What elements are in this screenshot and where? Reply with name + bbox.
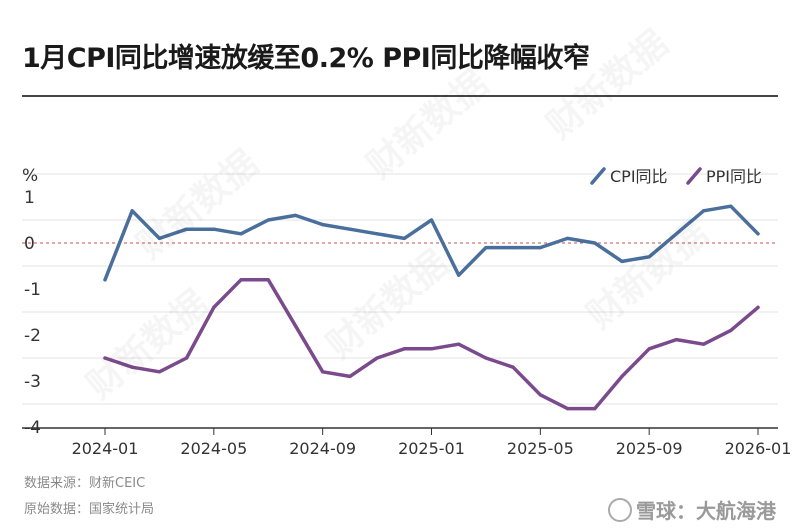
- watermark-text: 雪球：大航海港: [636, 499, 776, 523]
- data-point-ppi: [457, 342, 461, 346]
- data-point-cpi: [239, 232, 243, 236]
- data-point-ppi: [266, 278, 270, 282]
- data-point-cpi: [756, 232, 760, 236]
- legend-ppi-label: PPI同比: [706, 167, 762, 186]
- data-point-ppi: [484, 356, 488, 360]
- data-point-ppi: [701, 342, 706, 346]
- background-watermark: 财新数据: [359, 63, 496, 187]
- x-tick-label: 2024-05: [180, 439, 247, 458]
- data-point-ppi: [212, 305, 216, 309]
- background-watermark: 财新数据: [539, 23, 676, 147]
- data-point-ppi: [185, 356, 189, 360]
- data-source-label: 数据来源：财新CEIC: [24, 476, 146, 491]
- snowball-icon: [608, 498, 632, 522]
- data-point-ppi: [620, 374, 624, 378]
- data-point-ppi: [239, 278, 243, 282]
- data-point-cpi: [457, 273, 461, 277]
- data-point-ppi: [293, 324, 298, 328]
- data-point-cpi: [565, 236, 570, 240]
- y-axis-unit-label: %: [22, 166, 38, 186]
- data-point-cpi: [185, 227, 189, 231]
- x-tick-label: 2024-09: [289, 439, 356, 458]
- data-point-cpi: [402, 236, 406, 240]
- data-point-cpi: [212, 227, 216, 231]
- data-point-ppi: [674, 338, 678, 342]
- data-point-cpi: [701, 209, 706, 213]
- data-point-ppi: [402, 347, 406, 351]
- title-divider: [22, 95, 778, 97]
- x-tick-label: 2026-01: [725, 439, 792, 458]
- background-watermark: 财新数据: [579, 213, 716, 337]
- y-tick-label: -1: [24, 280, 41, 300]
- data-point-ppi: [321, 370, 325, 374]
- data-point-ppi: [375, 356, 379, 360]
- data-point-cpi: [538, 246, 542, 250]
- y-tick-label: 0: [24, 234, 35, 254]
- background-watermark: 财新数据: [129, 143, 266, 267]
- data-point-cpi: [647, 255, 651, 259]
- data-point-ppi: [157, 370, 162, 374]
- data-point-cpi: [321, 223, 325, 227]
- original-data-label: 原始数据：国家统计局: [24, 502, 155, 517]
- data-point-cpi: [266, 218, 270, 222]
- data-point-cpi: [348, 227, 352, 231]
- legend-cpi-label: CPI同比: [610, 167, 668, 186]
- data-point-cpi: [429, 218, 434, 222]
- chart-title: 1月CPI同比增速放缓至0.2% PPI同比降幅收窄: [22, 43, 590, 74]
- data-point-cpi: [593, 241, 597, 245]
- data-point-ppi: [729, 328, 733, 332]
- x-tick-label: 2024-01: [72, 439, 139, 458]
- data-point-cpi: [674, 232, 678, 236]
- watermark: 雪球：大航海港: [608, 495, 776, 524]
- data-point-ppi: [593, 407, 597, 411]
- data-point-cpi: [293, 213, 298, 217]
- data-point-ppi: [348, 374, 352, 378]
- data-point-cpi: [729, 204, 733, 208]
- data-point-cpi: [484, 246, 488, 250]
- data-point-ppi: [429, 347, 434, 351]
- y-tick-label: 1: [24, 188, 35, 208]
- data-point-cpi: [130, 209, 134, 213]
- x-tick-label: 2025-01: [398, 439, 465, 458]
- data-point-ppi: [103, 356, 107, 360]
- y-tick-label: -2: [24, 326, 41, 346]
- legend-ppi-swatch: [686, 167, 702, 185]
- x-tick-label: 2025-05: [507, 439, 574, 458]
- data-point-cpi: [620, 259, 624, 263]
- y-tick-label: -3: [24, 372, 41, 392]
- data-point-cpi: [157, 236, 162, 240]
- legend-cpi-swatch: [590, 167, 606, 185]
- data-point-ppi: [538, 393, 542, 397]
- data-point-ppi: [511, 365, 515, 369]
- data-point-ppi: [647, 347, 651, 351]
- x-tick-label: 2025-09: [616, 439, 683, 458]
- data-point-cpi: [103, 278, 107, 282]
- data-point-ppi: [130, 365, 134, 369]
- data-point-cpi: [375, 232, 379, 236]
- data-point-ppi: [756, 305, 760, 309]
- data-point-ppi: [565, 407, 570, 411]
- data-point-cpi: [511, 246, 515, 250]
